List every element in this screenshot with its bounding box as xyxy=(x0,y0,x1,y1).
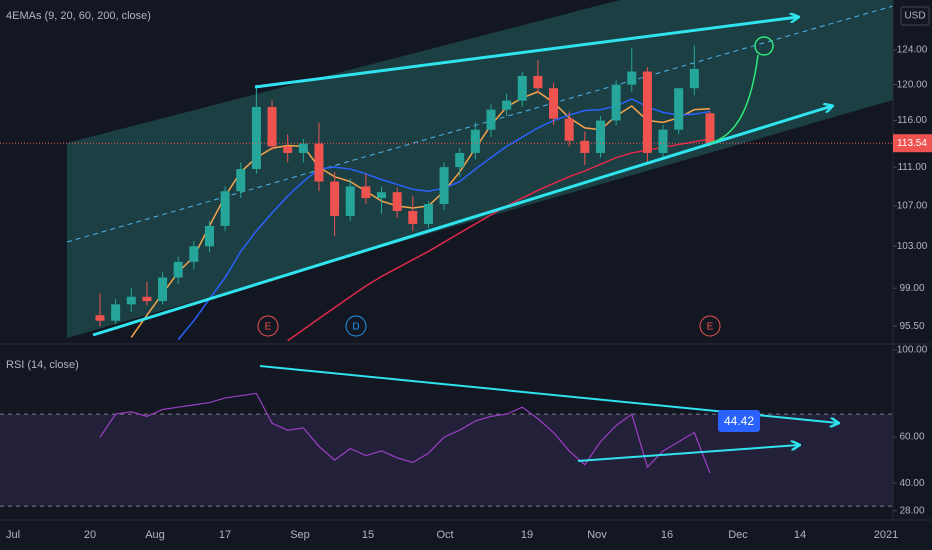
candle-body xyxy=(486,109,496,130)
candle-body xyxy=(361,186,371,199)
candle-body xyxy=(423,203,433,224)
candle-body xyxy=(674,88,684,130)
y-tick-label: 28.00 xyxy=(899,505,924,516)
candle-body xyxy=(345,186,355,216)
candle-body xyxy=(126,296,136,305)
price-label: 113.54 xyxy=(897,138,927,149)
candle-body xyxy=(173,261,183,278)
candle-body xyxy=(204,225,214,247)
candle-body xyxy=(549,88,559,119)
candle-body xyxy=(408,210,418,224)
indicator-title: RSI (14, close) xyxy=(6,359,79,371)
price-pane xyxy=(0,45,893,342)
candle-body xyxy=(142,296,152,302)
candle-body xyxy=(283,146,293,153)
y-tick-label: 60.00 xyxy=(899,432,924,443)
y-tick-label: 40.00 xyxy=(899,478,924,489)
x-tick-label: 17 xyxy=(219,529,231,541)
y-tick-label: 124.00 xyxy=(897,45,928,56)
candle-body xyxy=(377,192,387,199)
candle-body xyxy=(611,84,621,121)
rsi-value: 44.42 xyxy=(724,414,754,428)
candle-body xyxy=(642,71,652,153)
candle-body xyxy=(595,120,605,153)
candle-body xyxy=(158,277,168,302)
x-tick-label: Aug xyxy=(145,529,165,541)
x-tick-label: 2021 xyxy=(874,529,898,541)
candle-body xyxy=(689,68,699,89)
price-badge xyxy=(893,134,932,153)
rsi-badge xyxy=(718,410,760,432)
candle-body xyxy=(580,140,590,153)
x-tick-label: 14 xyxy=(794,529,806,541)
candle-body xyxy=(236,169,246,192)
x-tick-label: 16 xyxy=(661,529,673,541)
candle-body xyxy=(298,143,308,153)
y-tick-label: 111.00 xyxy=(897,162,927,173)
candle-body xyxy=(111,304,121,321)
candle-body xyxy=(251,106,261,170)
y-tick-label: 103.00 xyxy=(897,241,928,252)
y-tick-label: 99.00 xyxy=(899,283,924,294)
y-tick-label: 116.00 xyxy=(897,115,927,126)
candle-body xyxy=(220,191,230,226)
candle-body xyxy=(517,75,527,101)
event-marker xyxy=(699,315,721,337)
y-tick-label: 100.00 xyxy=(897,345,928,356)
candle-body xyxy=(455,152,465,168)
event-label: D xyxy=(352,322,359,333)
event-marker xyxy=(345,315,367,337)
x-tick-label: Oct xyxy=(436,529,453,541)
event-label: E xyxy=(265,322,272,333)
candle-body xyxy=(502,100,512,110)
currency-box xyxy=(900,6,930,26)
x-tick-label: 15 xyxy=(362,529,374,541)
channel xyxy=(67,0,893,338)
x-tick-label: 19 xyxy=(521,529,533,541)
candle-body xyxy=(95,315,105,321)
rsi-line xyxy=(99,392,711,474)
currency: USD xyxy=(904,11,925,22)
event-marker xyxy=(257,315,279,337)
candle-body xyxy=(705,113,715,144)
candle-body xyxy=(330,181,340,216)
y-tick-label: 107.00 xyxy=(897,201,928,212)
candle-body xyxy=(314,143,324,182)
y-tick-label: 95.50 xyxy=(899,321,924,332)
projection xyxy=(709,54,759,144)
x-tick-label: Jul xyxy=(6,529,20,541)
candle-body xyxy=(533,75,543,89)
candle-body xyxy=(658,129,668,153)
trend-line xyxy=(577,445,799,462)
indicator-title: 4EMAs (9, 20, 60, 200, close) xyxy=(6,10,151,22)
x-tick-label: Sep xyxy=(290,529,310,541)
x-tick-label: Nov xyxy=(587,529,607,541)
annotations xyxy=(92,17,832,337)
candle-body xyxy=(189,246,199,262)
y-tick-label: 120.00 xyxy=(897,79,928,90)
candle-body xyxy=(392,192,402,211)
candle-body xyxy=(564,118,574,141)
x-tick-label: 20 xyxy=(84,529,96,541)
target xyxy=(754,36,774,56)
trend-line xyxy=(92,106,832,337)
candle-body xyxy=(627,71,637,85)
trend-line xyxy=(254,17,798,89)
axes: 95.50 99.00 103.00 107.00 111.00 116.00 120.00… xyxy=(6,45,932,541)
candle-body xyxy=(470,129,480,153)
x-tick-label: Dec xyxy=(728,529,748,541)
event-label: E xyxy=(707,322,714,333)
candle-body xyxy=(267,106,277,147)
candle-body xyxy=(439,167,449,204)
